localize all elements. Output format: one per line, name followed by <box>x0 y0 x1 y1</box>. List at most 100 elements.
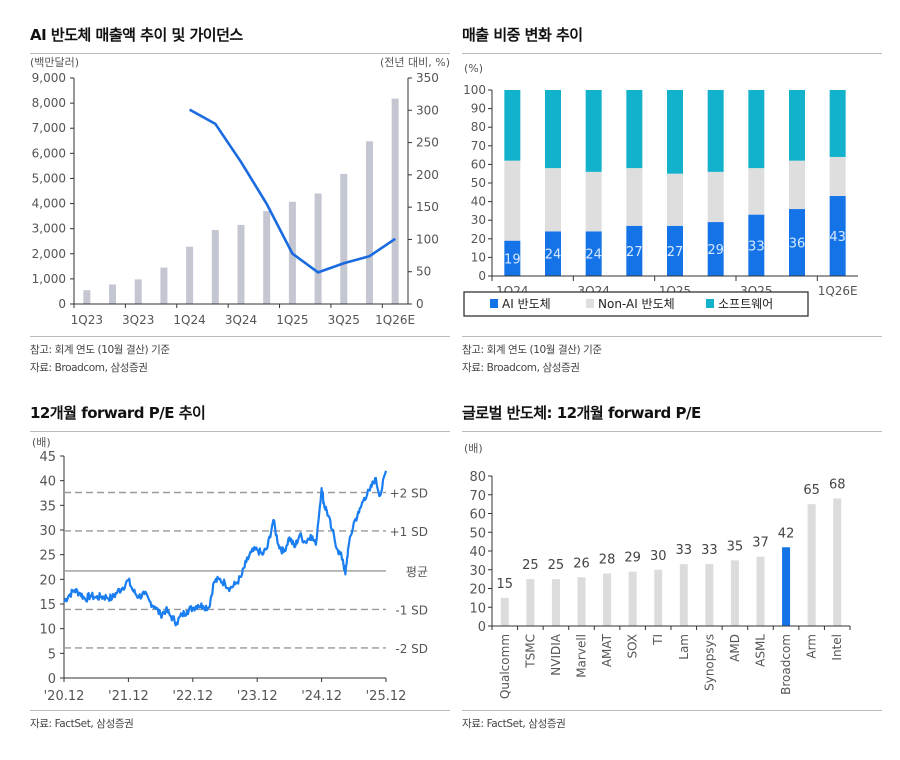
stack-segment-2 <box>585 90 602 172</box>
stack-segment-0 <box>667 225 683 276</box>
legend-label: AI 반도체 <box>502 297 551 311</box>
y-tick-label: 20 <box>469 583 486 598</box>
x-tick-label: '24.12 <box>301 689 342 704</box>
revenue-bar <box>134 279 142 304</box>
panel-forward-pe: 12개월 forward P/E 추이 (배) 0 5 10 15 20 25 30 35 40 4… <box>30 402 450 733</box>
pe-bar <box>679 564 688 626</box>
y-tick-label: 0 <box>478 620 486 635</box>
ai-share-label: 19 <box>504 252 521 267</box>
revenue-mix-chart: (%) 0 10 20 30 40 50 60 70 80 90 100 19 24 24 27 27 29 33 3… <box>463 62 858 317</box>
y-tick-label: 60 <box>471 157 486 171</box>
panel-title: 글로벌 반도체: 12개월 forward P/E <box>462 402 882 432</box>
revenue-bar <box>340 173 348 304</box>
panel-title: 12개월 forward P/E 추이 <box>30 402 450 432</box>
stack-segment-0 <box>504 240 521 276</box>
data-label: 26 <box>573 556 590 571</box>
y-tick-label: 10 <box>39 623 56 638</box>
y-tick-label: 25 <box>39 549 56 564</box>
revenue-bar <box>237 224 245 304</box>
reference-label: +1 SD <box>390 525 428 539</box>
chart-note: 참고: 회계 연도 (10월 결산) 기준 <box>30 336 450 359</box>
y-tick-label: 90 <box>471 102 486 116</box>
ai-share-label: 33 <box>748 239 765 254</box>
y-tick-label: 5,000 <box>32 171 66 185</box>
y-tick-label: 70 <box>469 489 486 504</box>
x-tick-label: Synopsys <box>702 634 716 691</box>
x-tick-label: TI <box>651 634 665 646</box>
x-tick-label: Lam <box>677 634 691 660</box>
x-tick-label: ASML <box>754 634 768 667</box>
stack-segment-1 <box>504 160 521 241</box>
reference-label: +2 SD <box>390 487 428 501</box>
y-tick-label: 50 <box>471 176 486 190</box>
y-tick-label: 30 <box>39 524 56 539</box>
data-label: 29 <box>624 551 641 566</box>
data-label: 25 <box>548 558 565 573</box>
x-tick-label: 1Q23 <box>71 313 103 327</box>
stack-segment-2 <box>707 90 724 172</box>
y-tick-label: 5 <box>48 647 56 662</box>
data-label: 42 <box>778 526 795 541</box>
y2-tick-label: 200 <box>416 168 439 182</box>
x-tick-label: '20.12 <box>44 689 85 704</box>
y-tick-label: 20 <box>39 573 56 588</box>
y-tick-label: 0 <box>48 672 56 687</box>
y-tick-label: 100 <box>463 83 486 97</box>
chart-source: 자료: Broadcom, 삼성증권 <box>462 362 580 374</box>
stack-segment-1 <box>748 168 765 215</box>
stack-segment-0 <box>789 209 805 276</box>
stack-segment-1 <box>707 171 724 223</box>
pe-bar <box>730 560 739 626</box>
data-label: 65 <box>803 483 820 498</box>
revenue-bar <box>83 290 91 304</box>
y-tick-label: 30 <box>469 564 486 579</box>
data-label: 35 <box>727 539 744 554</box>
stack-segment-1 <box>626 168 643 226</box>
y2-tick-label: 300 <box>416 103 439 117</box>
x-tick-label: 1Q26E <box>818 284 858 298</box>
chart-source: 자료: FactSet, 삼성증권 <box>462 710 882 733</box>
stack-segment-1 <box>667 173 683 226</box>
x-tick-label: '21.12 <box>108 689 149 704</box>
pe-bar <box>526 579 535 626</box>
y-tick-label: 8,000 <box>32 96 66 110</box>
y-tick-label: 20 <box>471 232 486 246</box>
ai-share-label: 24 <box>585 248 602 263</box>
panel-ai-revenue: AI 반도체 매출액 추이 및 가이던스 (백만달러) (전년 대비, %) 0 1,… <box>30 24 450 377</box>
stack-segment-0 <box>707 222 724 276</box>
stack-segment-2 <box>504 90 521 161</box>
yoy-growth-line <box>188 108 396 274</box>
stack-segment-0 <box>545 231 561 276</box>
ai-share-label: 43 <box>829 230 846 245</box>
stack-segment-0 <box>748 214 765 276</box>
x-tick-label: Marvell <box>575 634 589 678</box>
x-tick-label: '23.12 <box>237 689 278 704</box>
stack-segment-1 <box>545 168 561 232</box>
y-tick-label: 40 <box>471 195 486 209</box>
x-tick-label: 3Q25 <box>328 313 360 327</box>
y-tick-label: 4,000 <box>32 197 66 211</box>
reference-label: -1 SD <box>395 603 428 617</box>
stack-segment-2 <box>626 90 643 169</box>
x-tick-label: NVIDIA <box>549 633 563 676</box>
y2-axis-label: (전년 대비, %) <box>380 56 450 69</box>
data-label: 33 <box>701 543 718 558</box>
y-tick-label: 6,000 <box>32 146 66 160</box>
ai-share-label: 27 <box>626 245 643 260</box>
y-tick-label: 10 <box>471 250 486 264</box>
ai-share-label: 29 <box>707 243 724 258</box>
y-tick-label: 35 <box>39 499 56 514</box>
panel-title: AI 반도체 매출액 추이 및 가이던스 <box>30 24 450 54</box>
x-tick-label: '22.12 <box>172 689 213 704</box>
x-tick-label: 3Q24 <box>225 313 257 327</box>
revenue-bar <box>211 229 219 304</box>
y-axis-label: (%) <box>464 62 483 75</box>
x-tick-label: '25.12 <box>366 689 407 704</box>
stack-segment-2 <box>667 90 683 174</box>
y-tick-label: 30 <box>471 213 486 227</box>
pe-bar <box>756 556 765 626</box>
x-tick-label: AMD <box>728 634 742 662</box>
y-axis-label: (배) <box>464 442 483 455</box>
y-tick-label: 2,000 <box>32 247 66 261</box>
y-tick-label: 45 <box>39 450 56 465</box>
